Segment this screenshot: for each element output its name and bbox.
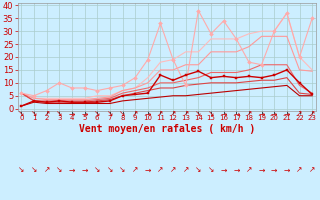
Text: ↗: ↗ bbox=[44, 165, 50, 174]
Text: →: → bbox=[271, 109, 277, 118]
Text: ↘: ↘ bbox=[208, 109, 214, 118]
Text: →: → bbox=[145, 109, 151, 118]
Text: ↗: ↗ bbox=[170, 165, 176, 174]
Text: ↘: ↘ bbox=[56, 165, 62, 174]
Text: ↘: ↘ bbox=[195, 109, 202, 118]
Text: ↗: ↗ bbox=[132, 109, 138, 118]
Text: ↗: ↗ bbox=[246, 109, 252, 118]
Text: ↘: ↘ bbox=[208, 165, 214, 174]
Text: ↗: ↗ bbox=[246, 165, 252, 174]
Text: ↘: ↘ bbox=[56, 109, 62, 118]
Text: →: → bbox=[69, 109, 75, 118]
Text: →: → bbox=[258, 165, 265, 174]
Text: ↗: ↗ bbox=[296, 165, 303, 174]
Text: ↘: ↘ bbox=[94, 165, 100, 174]
Text: ↗: ↗ bbox=[309, 109, 315, 118]
Text: ↗: ↗ bbox=[170, 109, 176, 118]
Text: →: → bbox=[220, 165, 227, 174]
Text: →: → bbox=[284, 165, 290, 174]
Text: ↘: ↘ bbox=[18, 165, 25, 174]
Text: ↘: ↘ bbox=[119, 109, 126, 118]
Text: ↘: ↘ bbox=[31, 165, 37, 174]
Text: ↘: ↘ bbox=[94, 109, 100, 118]
Text: →: → bbox=[284, 109, 290, 118]
Text: →: → bbox=[233, 109, 239, 118]
Text: ↗: ↗ bbox=[44, 109, 50, 118]
Text: ↘: ↘ bbox=[107, 109, 113, 118]
Text: →: → bbox=[220, 109, 227, 118]
Text: →: → bbox=[81, 109, 88, 118]
Text: ↘: ↘ bbox=[18, 109, 25, 118]
Text: ↘: ↘ bbox=[107, 165, 113, 174]
Text: →: → bbox=[271, 165, 277, 174]
Text: ↗: ↗ bbox=[157, 165, 164, 174]
Text: ↗: ↗ bbox=[296, 109, 303, 118]
Text: ↗: ↗ bbox=[182, 109, 189, 118]
Text: →: → bbox=[69, 165, 75, 174]
Text: ↘: ↘ bbox=[119, 165, 126, 174]
X-axis label: Vent moyen/en rafales ( km/h ): Vent moyen/en rafales ( km/h ) bbox=[79, 124, 255, 134]
Text: →: → bbox=[145, 165, 151, 174]
Text: ↗: ↗ bbox=[132, 165, 138, 174]
Text: ↘: ↘ bbox=[31, 109, 37, 118]
Text: ↘: ↘ bbox=[195, 165, 202, 174]
Text: →: → bbox=[81, 165, 88, 174]
Text: →: → bbox=[258, 109, 265, 118]
Text: ↗: ↗ bbox=[309, 165, 315, 174]
Text: ↗: ↗ bbox=[157, 109, 164, 118]
Text: →: → bbox=[233, 165, 239, 174]
Text: ↗: ↗ bbox=[182, 165, 189, 174]
